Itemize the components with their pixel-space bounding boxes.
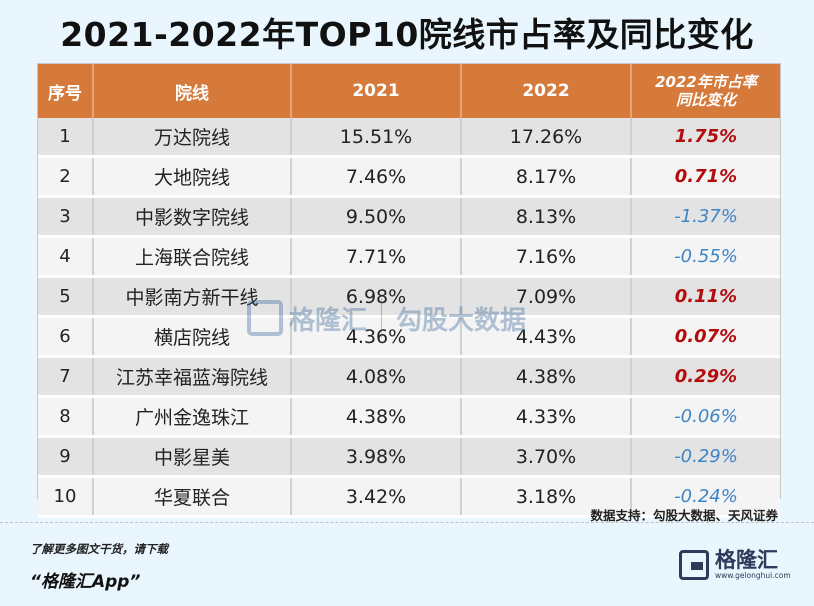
header-change: 2022年市占率 同比变化 <box>631 64 780 118</box>
cell-share-2022: 7.09% <box>461 276 632 318</box>
footer-download-hint: 了解更多图文干货，请下载 <box>30 542 168 556</box>
cell-share-2022: 4.38% <box>461 356 632 398</box>
cell-index: 1 <box>38 118 94 158</box>
logo-mark-icon <box>679 550 709 580</box>
table-row: 3 中影数字院线 9.50% 8.13% -1.37% <box>38 196 780 238</box>
cell-cinema-chain: 大地院线 <box>93 156 292 198</box>
cell-cinema-chain: 中影数字院线 <box>93 196 292 238</box>
cell-share-2021: 4.38% <box>291 396 462 438</box>
cell-cinema-chain: 万达院线 <box>93 118 292 158</box>
cell-share-change: -0.29% <box>631 436 780 478</box>
cell-share-change: 1.75% <box>631 118 780 158</box>
cell-index: 4 <box>38 236 94 278</box>
cell-share-2021: 4.36% <box>291 316 462 358</box>
cell-index: 9 <box>38 436 94 478</box>
cell-share-2022: 8.13% <box>461 196 632 238</box>
cell-share-2021: 4.08% <box>291 356 462 398</box>
table-row: 5 中影南方新干线 6.98% 7.09% 0.11% <box>38 276 780 318</box>
cell-cinema-chain: 上海联合院线 <box>93 236 292 278</box>
header-2021: 2021 <box>291 64 462 118</box>
logo-url: www.gelonghui.com <box>715 571 791 580</box>
cell-share-change: 0.29% <box>631 356 780 398</box>
cell-share-change: -0.24% <box>631 476 780 518</box>
data-source: 数据支持：勾股大数据、天风证券 <box>590 508 778 523</box>
cell-index: 5 <box>38 276 94 318</box>
cell-share-change: -1.37% <box>631 196 780 238</box>
header-2022: 2022 <box>461 64 632 118</box>
footer-app-name: “格隆汇App” <box>30 572 141 592</box>
cell-share-2022: 3.70% <box>461 436 632 478</box>
cell-share-2021: 9.50% <box>291 196 462 238</box>
table-row: 9 中影星美 3.98% 3.70% -0.29% <box>38 436 780 478</box>
cell-share-2021: 3.98% <box>291 436 462 478</box>
market-share-table: 序号 院线 2021 2022 2022年市占率 同比变化 1 万达院线 15.51… <box>38 64 780 518</box>
cell-share-2022: 17.26% <box>461 118 632 158</box>
cell-index: 2 <box>38 156 94 198</box>
cell-share-2022: 4.43% <box>461 316 632 358</box>
header-change-line2: 同比变化 <box>675 91 736 109</box>
cell-share-change: 0.07% <box>631 316 780 358</box>
cell-index: 3 <box>38 196 94 238</box>
cell-share-2021: 15.51% <box>291 118 462 158</box>
cell-share-change: -0.06% <box>631 396 780 438</box>
table-row: 2 大地院线 7.46% 8.17% 0.71% <box>38 156 780 198</box>
table-row: 8 广州金逸珠江 4.38% 4.33% -0.06% <box>38 396 780 438</box>
cell-cinema-chain: 华夏联合 <box>93 476 292 518</box>
cell-share-2021: 6.98% <box>291 276 462 318</box>
cell-cinema-chain: 江苏幸福蓝海院线 <box>93 356 292 398</box>
cell-share-2022: 7.16% <box>461 236 632 278</box>
cell-share-2022: 3.18% <box>461 476 632 518</box>
logo-brand: 格隆汇 <box>715 548 778 572</box>
cell-share-2021: 3.42% <box>291 476 462 518</box>
cell-cinema-chain: 横店院线 <box>93 316 292 358</box>
cell-index: 6 <box>38 316 94 358</box>
data-table-container: 序号 院线 2021 2022 2022年市占率 同比变化 1 万达院线 15.51… <box>37 63 781 518</box>
table-body: 1 万达院线 15.51% 17.26% 1.75% 2 大地院线 7.46% 8.17% 0.7… <box>38 118 780 518</box>
cell-share-change: 0.11% <box>631 276 780 318</box>
header-change-line1: 2022年市占率 <box>655 73 757 91</box>
cell-index: 10 <box>38 476 94 518</box>
header-index: 序号 <box>38 64 94 118</box>
table-row: 4 上海联合院线 7.71% 7.16% -0.55% <box>38 236 780 278</box>
table-row: 6 横店院线 4.36% 4.43% 0.07% <box>38 316 780 358</box>
page-title: 2021-2022年TOP10院线市占率及同比变化 <box>60 15 754 54</box>
table-row: 7 江苏幸福蓝海院线 4.08% 4.38% 0.29% <box>38 356 780 398</box>
brand-logo: 格隆汇 www.gelonghui.com <box>679 545 791 585</box>
cell-cinema-chain: 中影南方新干线 <box>93 276 292 318</box>
cell-share-2022: 4.33% <box>461 396 632 438</box>
table-row: 1 万达院线 15.51% 17.26% 1.75% <box>38 118 780 158</box>
cell-share-2022: 8.17% <box>461 156 632 198</box>
table-row: 10 华夏联合 3.42% 3.18% -0.24% <box>38 476 780 518</box>
cell-index: 7 <box>38 356 94 398</box>
cell-share-change: 0.71% <box>631 156 780 198</box>
header-cinema-chain: 院线 <box>93 64 292 118</box>
cell-share-change: -0.55% <box>631 236 780 278</box>
cell-share-2021: 7.71% <box>291 236 462 278</box>
cell-share-2021: 7.46% <box>291 156 462 198</box>
cell-cinema-chain: 广州金逸珠江 <box>93 396 292 438</box>
table-header-row: 序号 院线 2021 2022 2022年市占率 同比变化 <box>38 64 780 118</box>
cell-cinema-chain: 中影星美 <box>93 436 292 478</box>
footer-divider <box>0 522 814 524</box>
cell-index: 8 <box>38 396 94 438</box>
